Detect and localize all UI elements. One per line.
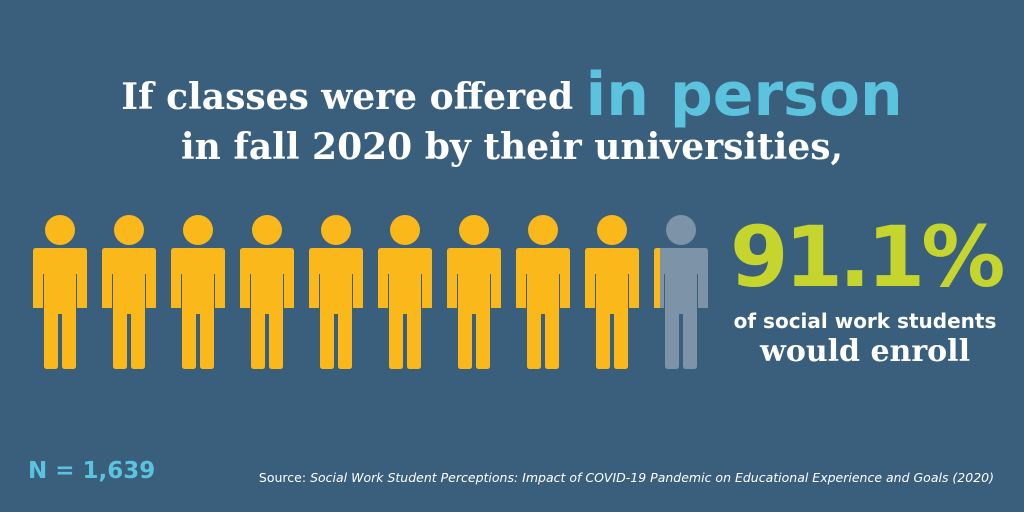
person-icon bbox=[654, 215, 708, 369]
person-icon bbox=[516, 215, 570, 369]
person-icon bbox=[447, 215, 501, 369]
headline-line-2: in fall 2020 by their universities, bbox=[180, 126, 844, 168]
person-icon bbox=[33, 215, 87, 369]
source-prefix: Source: bbox=[258, 470, 307, 485]
headline-prefix: If classes were offered bbox=[121, 76, 574, 118]
person-icon bbox=[309, 215, 363, 369]
source-title: Social Work Student Perceptions: Impact … bbox=[310, 470, 994, 485]
headline-line-1: If classes were offered in person bbox=[0, 60, 1024, 130]
stat-description-line-1: of social work students bbox=[733, 309, 997, 333]
stat-description-line-2: would enroll bbox=[760, 334, 970, 369]
stat-percent: 91.1% bbox=[730, 208, 1005, 306]
person-icon bbox=[171, 215, 225, 369]
source-citation: Source: Social Work Student Perceptions:… bbox=[259, 470, 994, 485]
headline-highlight: in person bbox=[585, 60, 903, 130]
sample-size: N = 1,639 bbox=[28, 458, 156, 484]
person-icon bbox=[102, 215, 156, 369]
pictograph-chart bbox=[33, 215, 708, 369]
person-icon bbox=[240, 215, 294, 369]
person-icon bbox=[378, 215, 432, 369]
person-icon bbox=[585, 215, 639, 369]
